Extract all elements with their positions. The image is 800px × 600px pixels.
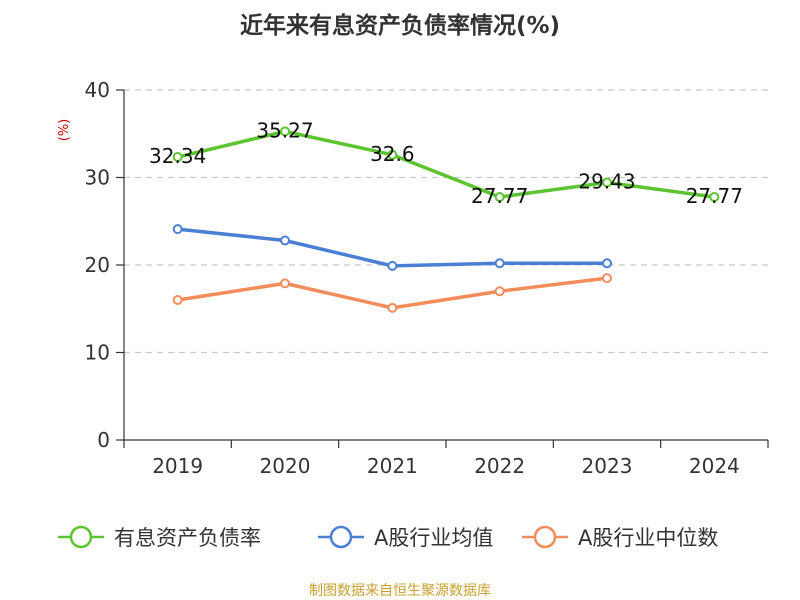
- x-tick-label: 2022: [474, 454, 525, 478]
- data-label: 35.27: [256, 118, 313, 142]
- data-point: [387, 302, 398, 313]
- axes: 0 10 20 30 40 2019 2020 2021 2022 2023 2024: [85, 78, 769, 478]
- data-point: [709, 192, 720, 203]
- source-note: 制图数据来自恒生聚源数据库: [309, 583, 491, 599]
- legend-label: 有息资产负债率: [114, 526, 261, 550]
- x-tick-label: 2024: [689, 454, 740, 478]
- legend-marker: [329, 525, 353, 549]
- legend-label: A股行业均值: [374, 526, 493, 550]
- data-label: 32.34: [149, 144, 206, 168]
- data-point: [602, 258, 612, 269]
- y-axis-label: (%): [57, 119, 72, 142]
- x-tick-label: 2020: [260, 454, 311, 478]
- data-label: 27.77: [686, 184, 743, 208]
- data-point: [280, 126, 290, 137]
- data-point: [494, 286, 505, 297]
- data-point: [280, 278, 290, 289]
- legend-item: 有息资产负债率: [58, 525, 261, 550]
- legend-item: A股行业中位数: [522, 525, 718, 550]
- data-point: [387, 149, 398, 160]
- data-point: [280, 235, 290, 246]
- y-tick-label: 20: [85, 253, 110, 277]
- series-line: [177, 227, 607, 268]
- y-tick-label: 40: [85, 78, 110, 102]
- data-point: [494, 258, 505, 269]
- series-lines: [172, 126, 720, 313]
- data-point: [387, 260, 398, 271]
- chart-title: 近年来有息资产负债率情况(%): [240, 12, 560, 39]
- legend-marker: [533, 525, 557, 549]
- data-point: [602, 273, 612, 284]
- data-label: 27.77: [471, 184, 528, 208]
- gridlines: [124, 89, 768, 354]
- legend-label: A股行业中位数: [578, 526, 718, 550]
- x-tick-label: 2023: [582, 454, 633, 478]
- y-tick-label: 10: [85, 341, 110, 365]
- data-point: [172, 295, 183, 305]
- legend: 有息资产负债率 A股行业均值 A股行业中位数: [58, 525, 718, 550]
- x-tick-label: 2019: [152, 454, 203, 478]
- data-point: [172, 224, 183, 235]
- y-tick-label: 30: [85, 166, 110, 190]
- legend-item: A股行业均值: [318, 525, 493, 550]
- legend-marker: [69, 525, 93, 549]
- data-label: 32.6: [370, 142, 415, 166]
- y-tick-label: 0: [97, 428, 110, 452]
- x-tick-label: 2021: [367, 454, 418, 478]
- data-point: [172, 152, 183, 163]
- data-labels: 32.34 35.27 32.6 27.77 29.43 27.77: [149, 118, 743, 208]
- data-label: 29.43: [578, 169, 635, 193]
- data-point: [602, 177, 612, 188]
- data-point: [494, 192, 505, 203]
- series-line: [177, 129, 715, 199]
